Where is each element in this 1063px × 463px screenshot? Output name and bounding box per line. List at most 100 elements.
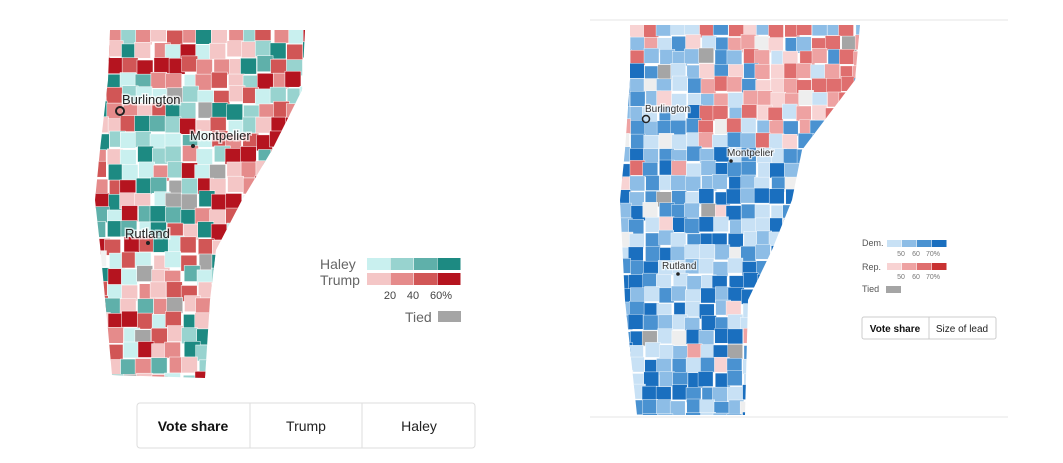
town [240, 313, 258, 331]
town [771, 300, 787, 317]
legend-label: Trump [320, 272, 360, 288]
town [288, 30, 305, 45]
town [645, 246, 661, 262]
town [286, 299, 304, 316]
town [854, 189, 860, 206]
town [213, 329, 231, 347]
town [269, 191, 286, 208]
town [811, 78, 827, 94]
town [243, 295, 261, 313]
town [620, 342, 633, 358]
town [853, 372, 860, 388]
town [299, 85, 305, 103]
legend-scale: 50 [897, 251, 905, 258]
button-haley[interactable]: Haley [401, 418, 437, 434]
town [799, 412, 815, 415]
town [211, 297, 228, 315]
town [771, 357, 787, 374]
town [288, 344, 305, 362]
town [95, 250, 107, 267]
town [274, 296, 291, 314]
town [698, 258, 715, 274]
town [254, 209, 272, 226]
town [179, 236, 197, 254]
town [754, 302, 770, 318]
town [769, 330, 786, 347]
town [95, 326, 108, 343]
town [300, 280, 305, 298]
town [658, 216, 675, 232]
town [642, 413, 658, 415]
town [303, 58, 305, 75]
town [810, 274, 827, 290]
town [854, 345, 860, 362]
town [303, 72, 305, 89]
town [670, 25, 686, 36]
town [95, 30, 109, 45]
town [684, 244, 700, 260]
town [853, 399, 860, 415]
town [754, 49, 770, 66]
town [838, 387, 855, 403]
town [782, 218, 798, 234]
town [257, 296, 275, 314]
town [797, 359, 814, 375]
town [197, 238, 215, 256]
town [826, 328, 843, 344]
town [95, 133, 110, 151]
button-vote-share[interactable]: Vote share [158, 418, 229, 434]
town [854, 174, 860, 191]
town [271, 163, 289, 181]
town [826, 149, 843, 165]
town [756, 331, 773, 347]
town [225, 207, 242, 225]
town [121, 57, 139, 74]
town [257, 284, 275, 301]
town [855, 148, 860, 164]
town [726, 118, 742, 134]
button-size-of-lead[interactable]: Size of lead [936, 324, 988, 335]
town [697, 371, 714, 387]
town [303, 130, 305, 148]
town [286, 161, 303, 179]
town [839, 272, 855, 288]
town [655, 25, 672, 37]
town [827, 232, 843, 249]
town [827, 173, 844, 190]
button-trump[interactable]: Trump [286, 418, 326, 434]
town [782, 103, 798, 120]
city-label: Burlington [122, 92, 181, 107]
town [239, 236, 257, 254]
town [241, 357, 259, 375]
town [270, 224, 287, 241]
town [810, 64, 826, 80]
town [855, 25, 860, 39]
town [853, 385, 860, 402]
town [302, 30, 305, 43]
town [620, 357, 630, 374]
town [150, 71, 168, 89]
town [756, 401, 772, 415]
town [302, 146, 305, 164]
town [287, 281, 304, 299]
town [210, 340, 227, 358]
town [181, 356, 198, 374]
town [811, 260, 827, 276]
town [782, 245, 798, 262]
legend-swatch [932, 263, 947, 270]
town [182, 85, 199, 103]
town [167, 325, 184, 342]
town [841, 204, 857, 220]
town [243, 251, 260, 268]
town [771, 245, 787, 261]
town [628, 399, 644, 415]
town [195, 297, 212, 315]
town [95, 72, 108, 89]
town [699, 25, 715, 38]
city-marker [729, 159, 733, 163]
legend-swatches [367, 258, 461, 285]
town [95, 206, 110, 223]
town [149, 205, 167, 223]
button-vote-share[interactable]: Vote share [870, 324, 921, 335]
